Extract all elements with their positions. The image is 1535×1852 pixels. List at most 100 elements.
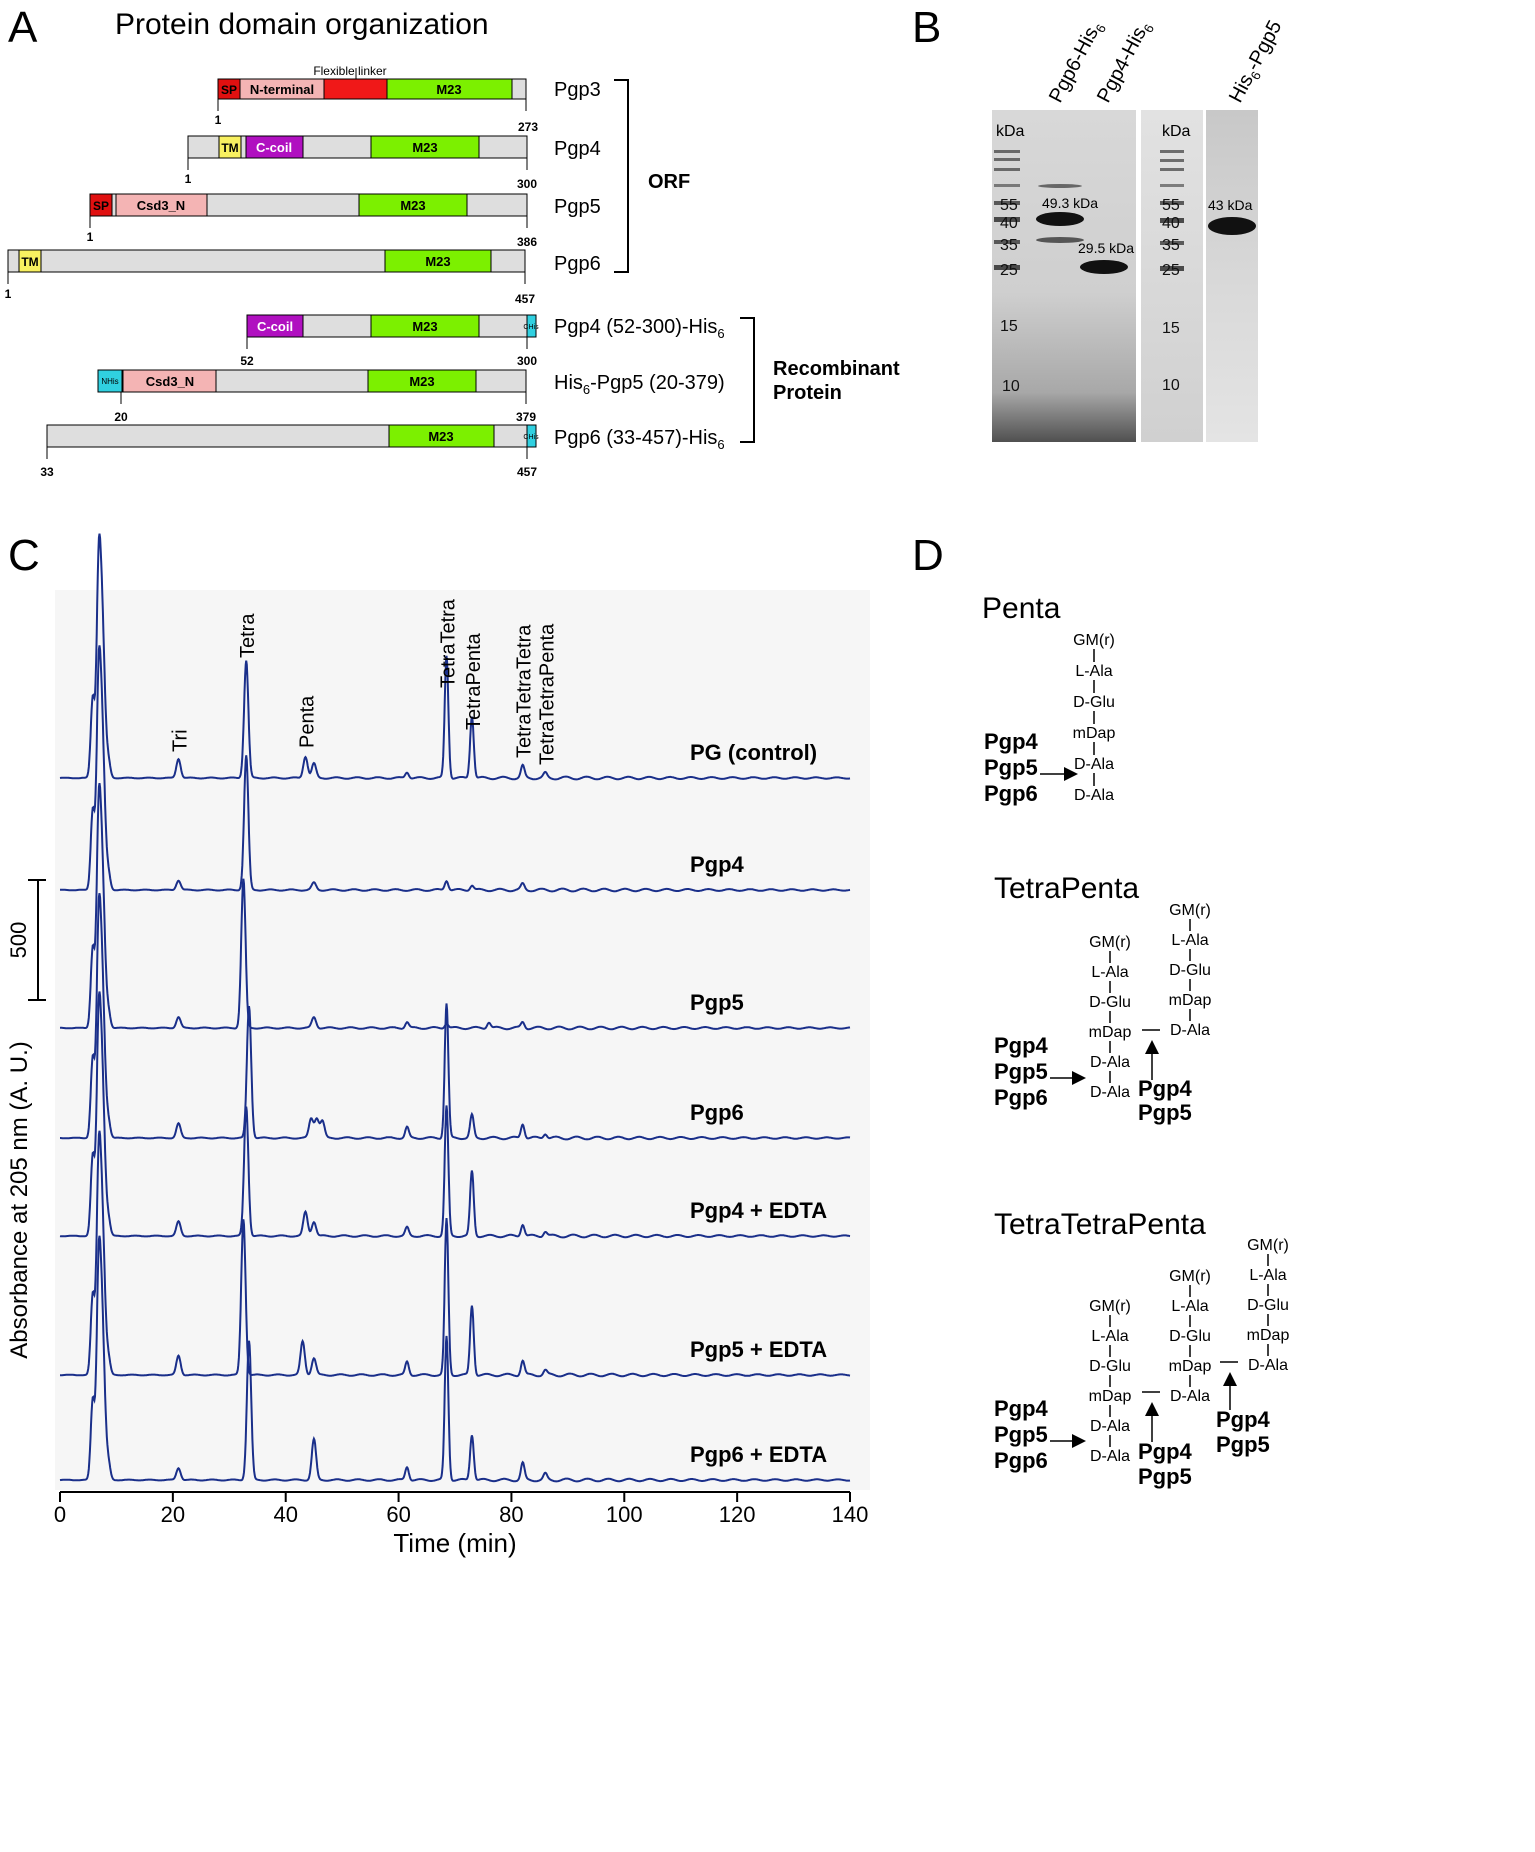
marker-label: 25 bbox=[1162, 262, 1180, 279]
x-tick-label: 80 bbox=[499, 1502, 523, 1527]
band-label-43kda: 43 kDa bbox=[1208, 197, 1253, 213]
domain-label: Csd3_N bbox=[137, 198, 185, 213]
residue-label: D-Ala bbox=[1074, 787, 1114, 804]
domain-label: C-coil bbox=[256, 140, 292, 155]
chromatogram-trace bbox=[59, 1235, 851, 1483]
tetrapenta-title: TetraPenta bbox=[994, 872, 1139, 905]
tetrapenta-arrow-bridge bbox=[1145, 1040, 1159, 1080]
marker-label: 35 bbox=[1162, 237, 1180, 254]
band-pgp6-top bbox=[1038, 184, 1082, 188]
enzyme-label: Pgp5 bbox=[984, 755, 1038, 780]
peak-label: TetraTetra bbox=[438, 598, 460, 688]
panel-c: C PG (control) Pgp4 Pgp5 Pgp6 Pgp4 + EDTA Pgp… bbox=[6, 531, 870, 1558]
residue-label: mDap bbox=[1089, 1388, 1132, 1405]
enzyme-label: Pgp5 bbox=[1138, 1100, 1192, 1125]
domain-label: C-coil bbox=[257, 319, 293, 334]
enzyme-label: Pgp5 bbox=[1216, 1432, 1270, 1457]
residue-label: mDap bbox=[1073, 725, 1116, 742]
residue-label: L-Ala bbox=[1171, 1298, 1208, 1315]
trace-label: Pgp6 + EDTA bbox=[690, 1442, 827, 1467]
marker-label: 15 bbox=[1000, 318, 1018, 335]
residue-start: 33 bbox=[40, 465, 54, 479]
residue-end: 457 bbox=[515, 292, 535, 306]
marker-label: 55 bbox=[1000, 197, 1018, 214]
scale-bar-label: 500 bbox=[6, 922, 31, 959]
chromatogram-trace bbox=[60, 782, 851, 1031]
domain-csd3-n bbox=[115, 193, 208, 217]
enzyme-label: Pgp6 bbox=[984, 781, 1038, 806]
enzyme-label: Pgp5 bbox=[994, 1059, 1048, 1084]
band-label-29kda: 29.5 kDa bbox=[1078, 240, 1134, 256]
panel-a-letter: A bbox=[8, 3, 38, 52]
orf-label: ORF bbox=[648, 171, 690, 193]
residue-label: L-Ala bbox=[1075, 663, 1112, 680]
residue-label: D-Ala bbox=[1074, 756, 1114, 773]
residue-start: 1 bbox=[215, 113, 222, 127]
tetratetrapenta-title: TetraTetraPenta bbox=[994, 1208, 1206, 1241]
protein-name: Pgp3 bbox=[554, 79, 601, 101]
domain-label: SP bbox=[93, 199, 109, 213]
gel-image-right bbox=[1206, 110, 1258, 442]
x-axis-ticks: 0 20 40 60 80 100 120 140 bbox=[54, 1492, 868, 1527]
enzyme-label: Pgp4 bbox=[1216, 1407, 1271, 1432]
peak-label: Penta bbox=[297, 695, 319, 748]
residue-label: D-Glu bbox=[1073, 694, 1115, 711]
domain-label: CHis bbox=[523, 324, 539, 331]
y-axis-label: Absorbance at 205 nm (A. U.) bbox=[6, 1041, 33, 1358]
panel-d-letter: D bbox=[912, 531, 944, 580]
ttp-arrow-bridge2 bbox=[1223, 1372, 1237, 1410]
band-label-49kda: 49.3 kDa bbox=[1042, 195, 1098, 211]
penta-arrow bbox=[1040, 767, 1078, 781]
residue-start: 1 bbox=[185, 172, 192, 186]
residue-label: L-Ala bbox=[1249, 1267, 1286, 1284]
chromatogram-trace bbox=[59, 533, 851, 781]
panel-b: B bbox=[912, 3, 1286, 442]
domain-tm bbox=[218, 135, 242, 159]
domain-label: M23 bbox=[428, 429, 453, 444]
residue-label: D-Glu bbox=[1169, 1328, 1211, 1345]
marker-label: 10 bbox=[1002, 378, 1020, 395]
residue-label: GM(r) bbox=[1089, 1298, 1131, 1315]
enzyme-label: Pgp4 bbox=[994, 1033, 1049, 1058]
residue-start: 1 bbox=[5, 287, 12, 301]
domain-m23 bbox=[370, 314, 480, 338]
x-axis-label: Time (min) bbox=[393, 1528, 516, 1558]
residue-label: D-Glu bbox=[1247, 1297, 1289, 1314]
residue-label: GM(r) bbox=[1247, 1237, 1289, 1254]
residue-label: mDap bbox=[1089, 1024, 1132, 1041]
marker-label: 25 bbox=[1000, 262, 1018, 279]
kda-unit-left: kDa bbox=[996, 123, 1025, 140]
domain-label: M23 bbox=[412, 319, 437, 334]
penta-stem: GM(r) L-Ala D-Glu mDap D-Ala D-Ala bbox=[1073, 632, 1116, 804]
residue-label: GM(r) bbox=[1169, 1268, 1211, 1285]
marker-labels-left: 55 40 35 25 15 10 bbox=[1000, 197, 1020, 395]
domain-m23 bbox=[388, 424, 495, 448]
tetrapenta-stem-1: GM(r) L-Ala D-Glu mDap D-Ala D-Ala bbox=[1089, 934, 1132, 1101]
band-pgp5 bbox=[1208, 217, 1256, 235]
kda-unit-right: kDa bbox=[1162, 123, 1191, 140]
protein-row-pgp6-recombinant: M23 CHis 33 457 Pgp6 (33-457)-His6 bbox=[40, 424, 725, 479]
panel-a: A Protein domain organization SP N-termi… bbox=[5, 3, 900, 479]
gel-image-left bbox=[992, 110, 1136, 442]
residue-label: mDap bbox=[1169, 992, 1212, 1009]
chromatogram-trace bbox=[60, 1130, 851, 1378]
domain-m23 bbox=[384, 249, 492, 273]
domain-label: Csd3_N bbox=[146, 374, 194, 389]
domain-label: M23 bbox=[400, 198, 425, 213]
residue-label: mDap bbox=[1169, 1358, 1212, 1375]
marker-label: 40 bbox=[1000, 215, 1018, 232]
domain-m23 bbox=[358, 193, 468, 217]
flexible-linker-label: Flexible linker bbox=[313, 64, 386, 78]
protein-row-pgp5: SP Csd3_N M23 1 386 Pgp5 bbox=[87, 193, 601, 249]
tetratetrapenta-enzymes-left: Pgp4 Pgp5 Pgp6 bbox=[994, 1396, 1049, 1473]
scale-bar: 500 bbox=[6, 879, 46, 1001]
residue-end: 386 bbox=[517, 235, 537, 249]
residue-start: 20 bbox=[114, 410, 128, 424]
marker-label: 15 bbox=[1162, 320, 1180, 337]
panel-b-letter: B bbox=[912, 3, 941, 52]
band-pgp6-minor bbox=[1036, 237, 1084, 243]
enzyme-label: Pgp6 bbox=[994, 1085, 1048, 1110]
x-tick-label: 20 bbox=[161, 1502, 185, 1527]
domain-csd3-n bbox=[122, 369, 217, 393]
